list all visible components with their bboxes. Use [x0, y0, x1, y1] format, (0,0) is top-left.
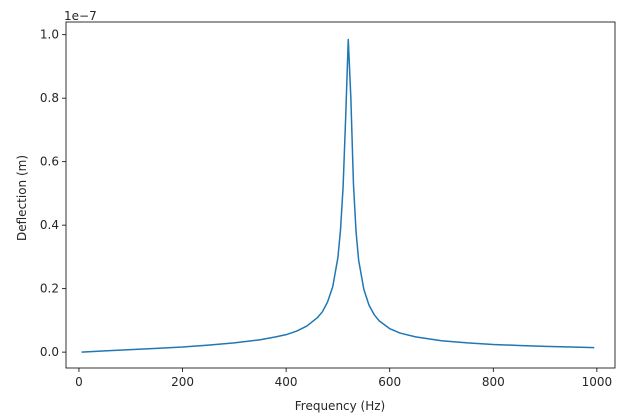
x-tick-label: 0 — [75, 375, 83, 389]
x-axis-label: Frequency (Hz) — [295, 399, 386, 413]
y-axis-label: Deflection (m) — [15, 155, 29, 241]
y-offset-label: 1e−7 — [64, 9, 97, 23]
x-tick-label: 600 — [378, 375, 401, 389]
plot-frame — [65, 21, 616, 369]
y-tick-label: 0.6 — [40, 155, 59, 169]
y-tick-label: 1.0 — [40, 28, 59, 42]
y-tick-label: 0.4 — [40, 218, 59, 232]
y-tick-label: 0.8 — [40, 91, 59, 105]
series-line-0 — [81, 38, 595, 353]
y-tick-label: 0.2 — [40, 282, 59, 296]
y-tick-label: 0.0 — [40, 345, 59, 359]
x-tick-label: 800 — [482, 375, 505, 389]
plot-area: 0 200 400 600 800 1000 0.0 0.2 0.4 0.6 0.8 1.0 — [40, 21, 616, 389]
x-tick-label: 400 — [275, 375, 298, 389]
x-tick-label: 1000 — [582, 375, 613, 389]
x-tick-label: 200 — [171, 375, 194, 389]
